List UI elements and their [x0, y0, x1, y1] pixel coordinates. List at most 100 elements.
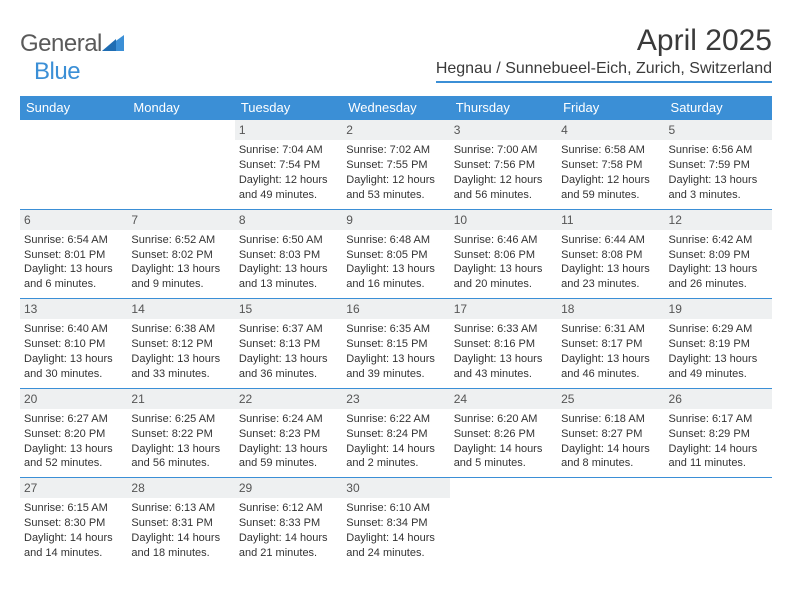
calendar-day-cell: 24Sunrise: 6:20 AMSunset: 8:26 PMDayligh… — [450, 388, 557, 478]
sunrise-line: Sunrise: 6:46 AM — [454, 233, 553, 248]
calendar-day-cell: 8 Sunrise: 6:50 AMSunset: 8:03 PMDaylight… — [235, 209, 342, 299]
sunset-line: Sunset: 8:31 PM — [131, 516, 230, 531]
sunset-line: Sunset: 8:09 PM — [669, 248, 768, 263]
sunrise-line: Sunrise: 6:52 AM — [131, 233, 230, 248]
day-number: 25 — [557, 389, 664, 409]
day-number: 9 — [342, 210, 449, 230]
day-number: 2 — [342, 120, 449, 140]
sunrise-line: Sunrise: 6:15 AM — [24, 501, 123, 516]
sunset-line: Sunset: 7:54 PM — [239, 158, 338, 173]
sunset-line: Sunset: 8:19 PM — [669, 337, 768, 352]
sunset-line: Sunset: 8:34 PM — [346, 516, 445, 531]
day-header: Monday — [127, 96, 234, 120]
calendar-day-cell: 10Sunrise: 6:46 AMSunset: 8:06 PMDayligh… — [450, 209, 557, 299]
daylight-line: Daylight: 12 hours and 56 minutes. — [454, 173, 553, 203]
sunrise-line: Sunrise: 6:13 AM — [131, 501, 230, 516]
day-number: 18 — [557, 299, 664, 319]
sunset-line: Sunset: 8:08 PM — [561, 248, 660, 263]
sunrise-line: Sunrise: 6:56 AM — [669, 143, 768, 158]
calendar-day-cell: 16Sunrise: 6:35 AMSunset: 8:15 PMDayligh… — [342, 299, 449, 389]
sunrise-line: Sunrise: 7:04 AM — [239, 143, 338, 158]
sunset-line: Sunset: 8:10 PM — [24, 337, 123, 352]
daylight-line: Daylight: 13 hours and 13 minutes. — [239, 262, 338, 292]
sunrise-line: Sunrise: 6:37 AM — [239, 322, 338, 337]
sunrise-line: Sunrise: 6:38 AM — [131, 322, 230, 337]
sunrise-line: Sunrise: 6:27 AM — [24, 412, 123, 427]
calendar-day-cell: 22Sunrise: 6:24 AMSunset: 8:23 PMDayligh… — [235, 388, 342, 478]
calendar-day-cell: 19Sunrise: 6:29 AMSunset: 8:19 PMDayligh… — [665, 299, 772, 389]
sunrise-line: Sunrise: 6:22 AM — [346, 412, 445, 427]
day-number: 11 — [557, 210, 664, 230]
sunrise-line: Sunrise: 6:44 AM — [561, 233, 660, 248]
sunset-line: Sunset: 8:24 PM — [346, 427, 445, 442]
daylight-line: Daylight: 14 hours and 18 minutes. — [131, 531, 230, 561]
calendar-empty-cell — [557, 478, 664, 567]
daylight-line: Daylight: 13 hours and 6 minutes. — [24, 262, 123, 292]
sunset-line: Sunset: 8:20 PM — [24, 427, 123, 442]
sunrise-line: Sunrise: 6:24 AM — [239, 412, 338, 427]
calendar-day-cell: 27Sunrise: 6:15 AMSunset: 8:30 PMDayligh… — [20, 478, 127, 567]
sunrise-line: Sunrise: 6:33 AM — [454, 322, 553, 337]
sunset-line: Sunset: 8:16 PM — [454, 337, 553, 352]
sunset-line: Sunset: 8:03 PM — [239, 248, 338, 263]
calendar-day-cell: 1 Sunrise: 7:04 AMSunset: 7:54 PMDaylight… — [235, 120, 342, 210]
logo-text-part2: Blue — [34, 58, 80, 85]
daylight-line: Daylight: 13 hours and 39 minutes. — [346, 352, 445, 382]
day-number: 22 — [235, 389, 342, 409]
calendar-day-cell: 26Sunrise: 6:17 AMSunset: 8:29 PMDayligh… — [665, 388, 772, 478]
calendar-week-row: 20Sunrise: 6:27 AMSunset: 8:20 PMDayligh… — [20, 388, 772, 478]
location-label: Hegnau / Sunnebueel-Eich, Zurich, Switze… — [436, 60, 772, 78]
sunset-line: Sunset: 8:23 PM — [239, 427, 338, 442]
sunrise-line: Sunrise: 6:18 AM — [561, 412, 660, 427]
sunset-line: Sunset: 8:05 PM — [346, 248, 445, 263]
sunrise-line: Sunrise: 6:17 AM — [669, 412, 768, 427]
calendar-week-row: 27Sunrise: 6:15 AMSunset: 8:30 PMDayligh… — [20, 478, 772, 567]
calendar-day-cell: 9Sunrise: 6:48 AMSunset: 8:05 PMDaylight… — [342, 209, 449, 299]
daylight-line: Daylight: 13 hours and 36 minutes. — [239, 352, 338, 382]
day-number: 8 — [235, 210, 342, 230]
day-number: 29 — [235, 478, 342, 498]
sunset-line: Sunset: 8:33 PM — [239, 516, 338, 531]
location-divider — [436, 81, 772, 83]
daylight-line: Daylight: 12 hours and 53 minutes. — [346, 173, 445, 203]
calendar-day-cell: 11Sunrise: 6:44 AMSunset: 8:08 PMDayligh… — [557, 209, 664, 299]
sunrise-line: Sunrise: 7:00 AM — [454, 143, 553, 158]
sunrise-line: Sunrise: 6:50 AM — [239, 233, 338, 248]
day-number: 13 — [20, 299, 127, 319]
page-title: April 2025 — [436, 24, 772, 58]
sunset-line: Sunset: 8:17 PM — [561, 337, 660, 352]
sunset-line: Sunset: 8:01 PM — [24, 248, 123, 263]
daylight-line: Daylight: 13 hours and 52 minutes. — [24, 442, 123, 472]
sunset-line: Sunset: 8:26 PM — [454, 427, 553, 442]
calendar-week-row: 13Sunrise: 6:40 AMSunset: 8:10 PMDayligh… — [20, 299, 772, 389]
calendar-day-cell: 15Sunrise: 6:37 AMSunset: 8:13 PMDayligh… — [235, 299, 342, 389]
sunrise-line: Sunrise: 6:20 AM — [454, 412, 553, 427]
day-number: 10 — [450, 210, 557, 230]
calendar-empty-cell — [665, 478, 772, 567]
daylight-line: Daylight: 12 hours and 59 minutes. — [561, 173, 660, 203]
logo: General Blue — [20, 24, 124, 86]
day-number: 7 — [127, 210, 234, 230]
calendar-day-cell: 3Sunrise: 7:00 AMSunset: 7:56 PMDaylight… — [450, 120, 557, 210]
sunrise-line: Sunrise: 6:42 AM — [669, 233, 768, 248]
calendar-week-row: 6Sunrise: 6:54 AMSunset: 8:01 PMDaylight… — [20, 209, 772, 299]
day-number: 16 — [342, 299, 449, 319]
calendar-day-cell: 13Sunrise: 6:40 AMSunset: 8:10 PMDayligh… — [20, 299, 127, 389]
sunrise-line: Sunrise: 6:12 AM — [239, 501, 338, 516]
day-number: 1 — [235, 120, 342, 140]
sunrise-line: Sunrise: 6:10 AM — [346, 501, 445, 516]
sunset-line: Sunset: 7:58 PM — [561, 158, 660, 173]
daylight-line: Daylight: 13 hours and 20 minutes. — [454, 262, 553, 292]
day-number: 19 — [665, 299, 772, 319]
calendar-day-cell: 5Sunrise: 6:56 AMSunset: 7:59 PMDaylight… — [665, 120, 772, 210]
calendar-head: SundayMondayTuesdayWednesdayThursdayFrid… — [20, 96, 772, 120]
day-number: 24 — [450, 389, 557, 409]
calendar-week-row: 1Sunrise: 7:04 AMSunset: 7:54 PMDaylight… — [20, 120, 772, 210]
day-header: Sunday — [20, 96, 127, 120]
calendar-day-cell: 4Sunrise: 6:58 AMSunset: 7:58 PMDaylight… — [557, 120, 664, 210]
day-number: 3 — [450, 120, 557, 140]
calendar-day-cell: 6Sunrise: 6:54 AMSunset: 8:01 PMDaylight… — [20, 209, 127, 299]
calendar-day-cell: 29Sunrise: 6:12 AMSunset: 8:33 PMDayligh… — [235, 478, 342, 567]
daylight-line: Daylight: 13 hours and 43 minutes. — [454, 352, 553, 382]
daylight-line: Daylight: 12 hours and 49 minutes. — [239, 173, 338, 203]
